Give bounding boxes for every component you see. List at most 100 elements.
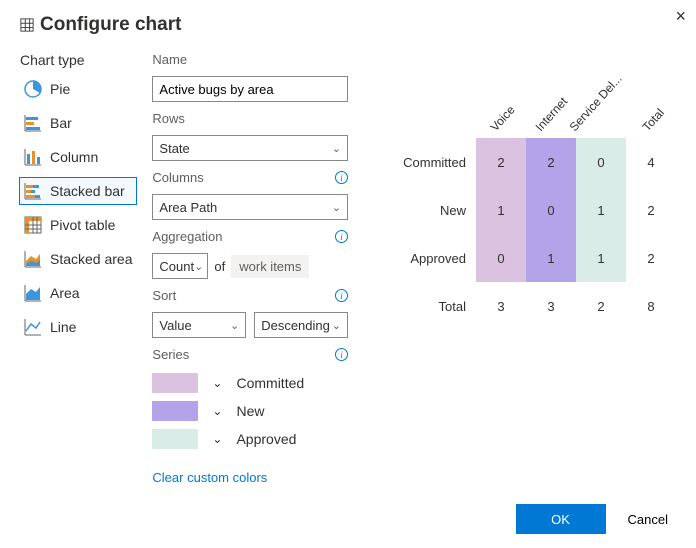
series-item: ⌄ Approved	[152, 429, 348, 449]
chevron-down-icon[interactable]: ⌄	[212, 432, 222, 446]
info-icon[interactable]: i	[335, 230, 348, 243]
dialog-title-text: Configure chart	[40, 14, 181, 36]
chart-type-pie[interactable]: Pie	[20, 76, 136, 102]
columns-label: Columns	[152, 170, 203, 185]
cell: 1	[526, 234, 576, 282]
line-icon	[23, 317, 43, 337]
cell: 0	[476, 234, 526, 282]
aggregation-field: work items	[231, 255, 309, 278]
chart-type-label: Column	[50, 149, 98, 165]
series-swatch[interactable]	[152, 401, 198, 421]
info-icon[interactable]: i	[335, 171, 348, 184]
table-row: New1012	[398, 186, 676, 234]
grid-icon	[20, 18, 34, 32]
rows-value: State	[159, 141, 189, 156]
aggregation-value: Count	[159, 259, 194, 274]
cell: 3	[526, 282, 576, 330]
cell: 0	[576, 138, 626, 186]
chart-type-bar[interactable]: Bar	[20, 110, 136, 136]
chart-type-list: Pie Bar Column Stacked bar Pivot table S	[20, 76, 136, 340]
pivot-table-icon	[23, 215, 43, 235]
aggregation-label: Aggregation	[152, 229, 222, 244]
chart-type-label: Bar	[50, 115, 72, 131]
chart-type-label: Area	[50, 285, 80, 301]
cell: 1	[576, 234, 626, 282]
aggregation-of: of	[214, 259, 225, 274]
cell: 2	[626, 234, 676, 282]
sort-by-select[interactable]: Value ⌄	[152, 312, 246, 338]
chevron-down-icon: ⌄	[332, 142, 341, 155]
column-header: Internet	[526, 86, 576, 138]
column-header: Service Del...	[576, 86, 626, 138]
series-label: Approved	[236, 431, 296, 447]
info-icon[interactable]: i	[335, 289, 348, 302]
sort-dir-select[interactable]: Descending ⌄	[254, 312, 348, 338]
chart-type-line[interactable]: Line	[20, 314, 136, 340]
dialog-title: Configure chart	[20, 14, 676, 36]
area-icon	[23, 283, 43, 303]
preview-table: VoiceInternetService Del...Total Committ…	[398, 86, 676, 330]
row-label: New	[398, 186, 476, 234]
bar-icon	[23, 113, 43, 133]
chart-type-column[interactable]: Column	[20, 144, 136, 170]
series-swatch[interactable]	[152, 373, 198, 393]
chevron-down-icon[interactable]: ⌄	[212, 376, 222, 390]
chevron-down-icon: ⌄	[230, 319, 239, 332]
chart-type-label: Stacked bar	[50, 183, 125, 199]
series-item: ⌄New	[152, 401, 348, 421]
aggregation-select[interactable]: Count ⌄	[152, 253, 208, 279]
stacked-area-icon	[23, 249, 43, 269]
row-label: Approved	[398, 234, 476, 282]
cell: 3	[476, 282, 526, 330]
series-label: Series	[152, 347, 189, 362]
sort-label: Sort	[152, 288, 176, 303]
chevron-down-icon: ⌄	[194, 260, 203, 273]
column-header: Total	[626, 86, 676, 138]
ok-button[interactable]: OK	[516, 504, 606, 534]
series-label: Committed	[236, 375, 304, 391]
cell: 1	[476, 186, 526, 234]
close-button[interactable]: ×	[675, 6, 686, 27]
chart-type-pivot-table[interactable]: Pivot table	[20, 212, 136, 238]
cell: 4	[626, 138, 676, 186]
chart-type-area[interactable]: Area	[20, 280, 136, 306]
name-input[interactable]	[152, 76, 348, 102]
table-row: Committed2204	[398, 138, 676, 186]
row-label: Total	[398, 282, 476, 330]
cell: 8	[626, 282, 676, 330]
chart-type-heading: Chart type	[20, 52, 136, 68]
cell: 2	[526, 138, 576, 186]
cell: 2	[576, 282, 626, 330]
row-label: Committed	[398, 138, 476, 186]
chart-type-label: Stacked area	[50, 251, 133, 267]
chevron-down-icon[interactable]: ⌄	[212, 404, 222, 418]
series-swatch[interactable]	[152, 429, 198, 449]
column-header: Voice	[476, 86, 526, 138]
columns-value: Area Path	[159, 200, 217, 215]
chevron-down-icon: ⌄	[332, 319, 341, 332]
stacked-bar-icon	[23, 181, 43, 201]
chart-type-label: Pivot table	[50, 217, 115, 233]
series-item: ⌄ Committed	[152, 373, 348, 393]
chart-type-label: Line	[50, 319, 76, 335]
cell: 2	[476, 138, 526, 186]
column-icon	[23, 147, 43, 167]
clear-custom-colors-link[interactable]: Clear custom colors	[152, 470, 348, 485]
cell: 1	[576, 186, 626, 234]
chart-type-stacked-area[interactable]: Stacked area	[20, 246, 136, 272]
chart-type-label: Pie	[50, 81, 70, 97]
columns-select[interactable]: Area Path ⌄	[152, 194, 348, 220]
table-row: Approved0112	[398, 234, 676, 282]
name-label: Name	[152, 52, 348, 67]
rows-label: Rows	[152, 111, 348, 126]
chart-type-stacked-bar[interactable]: Stacked bar	[20, 178, 136, 204]
info-icon[interactable]: i	[335, 348, 348, 361]
cell: 2	[626, 186, 676, 234]
series-list: ⌄Committed⌄New⌄Approved	[152, 373, 348, 449]
cancel-button[interactable]: Cancel	[620, 506, 676, 533]
totals-row: Total3328	[398, 282, 676, 330]
chevron-down-icon: ⌄	[332, 201, 341, 214]
pie-icon	[23, 79, 43, 99]
rows-select[interactable]: State ⌄	[152, 135, 348, 161]
cell: 0	[526, 186, 576, 234]
